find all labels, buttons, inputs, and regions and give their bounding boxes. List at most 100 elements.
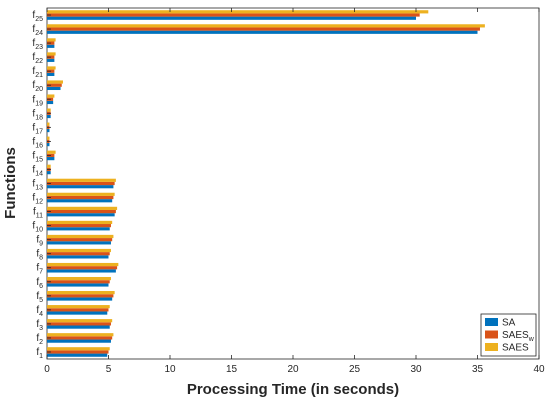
- y-tick-label: f8: [36, 249, 43, 262]
- bar-saes-f12: [47, 192, 115, 196]
- legend-swatch: [485, 330, 498, 339]
- bar-sa-f16: [47, 142, 50, 147]
- x-tick-label: 5: [106, 364, 112, 375]
- bar-saes-f23: [47, 38, 56, 42]
- y-tick-label: f21: [32, 66, 43, 79]
- bar-sa-f6: [47, 283, 109, 287]
- legend-swatch: [485, 318, 498, 326]
- bar-saesw-f11: [47, 209, 116, 214]
- y-tick-label: f1: [36, 347, 43, 360]
- y-tick-label: f7: [36, 263, 43, 276]
- y-tick-label: f16: [32, 136, 43, 149]
- bar-saes-f1: [47, 347, 110, 351]
- bar-sa-f7: [47, 269, 116, 273]
- y-tick-label: f12: [32, 193, 43, 206]
- bar-saesw-f6: [47, 280, 110, 284]
- y-tick-label: f22: [32, 52, 43, 65]
- legend-label: SAES: [502, 343, 529, 354]
- bar-saesw-f1: [47, 350, 109, 354]
- y-tick-label: f9: [36, 235, 43, 248]
- y-tick-label: f4: [36, 305, 43, 318]
- bar-saes-f19: [47, 94, 55, 98]
- x-tick-label: 25: [349, 364, 361, 375]
- bar-saes-f17: [47, 122, 50, 126]
- bar-saes-f18: [47, 108, 51, 112]
- bar-saesw-f7: [47, 266, 118, 270]
- bar-saesw-f24: [47, 27, 480, 31]
- x-tick-label: 30: [410, 364, 422, 375]
- bar-sa-f24: [47, 30, 478, 34]
- bar-sa-f17: [47, 128, 50, 133]
- bar-saes-f8: [47, 248, 111, 253]
- bar-sa-f22: [47, 58, 55, 62]
- bar-saes-f2: [47, 333, 114, 337]
- bar-saes-f10: [47, 220, 113, 225]
- x-tick-label: 20: [287, 364, 299, 375]
- bar-sa-f4: [47, 311, 108, 315]
- bar-saes-f9: [47, 234, 114, 239]
- legend-label: SA: [502, 318, 516, 329]
- y-tick-label: f2: [36, 333, 43, 346]
- y-tick-label: f14: [32, 164, 43, 177]
- x-tick-label: 35: [472, 364, 484, 375]
- bar-sa-f3: [47, 325, 110, 329]
- y-tick-label: f17: [32, 122, 43, 135]
- x-tick-label: 40: [533, 364, 545, 375]
- bar-sa-f13: [47, 185, 114, 189]
- bar-saes-f16: [47, 136, 50, 140]
- y-tick-label: f13: [32, 179, 43, 192]
- bar-sa-f9: [47, 241, 111, 245]
- bar-saesw-f13: [47, 181, 115, 186]
- y-tick-label: f3: [36, 319, 43, 332]
- bar-sa-f10: [47, 227, 110, 231]
- x-tick-label: 0: [44, 364, 50, 375]
- bar-saes-f6: [47, 276, 111, 281]
- y-tick-label: f18: [32, 108, 43, 121]
- bar-saesw-f5: [47, 294, 114, 298]
- bar-sa-f21: [47, 72, 55, 76]
- x-tick-label: 10: [164, 364, 176, 375]
- bar-saesw-f25: [47, 13, 420, 17]
- bar-sa-f2: [47, 339, 111, 343]
- bar-sa-f12: [47, 199, 113, 203]
- bar-saes-f11: [47, 206, 118, 210]
- y-axis: f1f2f3f4f5f6f7f8f9f10f11f12f13f14f15f16f…: [32, 10, 51, 360]
- legend-swatch: [485, 343, 498, 351]
- y-tick-label: f20: [32, 80, 43, 93]
- bar-sa-f5: [47, 297, 113, 301]
- bar-saes-f15: [47, 150, 56, 154]
- y-axis-title: Functions: [2, 147, 19, 219]
- bar-saes-f5: [47, 291, 115, 295]
- bar-saesw-f4: [47, 308, 109, 312]
- bar-saes-f3: [47, 319, 113, 323]
- legend-label: SAESw: [502, 330, 535, 343]
- y-tick-label: f15: [32, 150, 43, 163]
- bar-sa-f18: [47, 114, 51, 119]
- x-axis-title: Processing Time (in seconds): [187, 381, 399, 398]
- bar-saes-f20: [47, 80, 63, 84]
- bar-sa-f25: [47, 16, 416, 20]
- bar-saes-f21: [47, 66, 56, 70]
- bar-sa-f19: [47, 100, 54, 105]
- bar-saesw-f2: [47, 336, 113, 340]
- y-tick-label: f10: [32, 221, 43, 234]
- bar-saes-f13: [47, 178, 116, 182]
- plot-area: [46, 7, 540, 360]
- bar-sa-f15: [47, 157, 55, 161]
- bar-saesw-f12: [47, 195, 114, 200]
- x-tick-label: 15: [226, 364, 238, 375]
- bar-saes-f22: [47, 52, 56, 56]
- y-tick-label: f5: [36, 291, 43, 304]
- bar-sa-f23: [47, 44, 55, 48]
- bar-sa-f11: [47, 213, 115, 217]
- y-tick-label: f23: [32, 38, 43, 51]
- y-tick-label: f11: [33, 207, 43, 220]
- y-tick-label: f19: [32, 94, 43, 107]
- x-axis: 0 5 10 15 20 25 30 35 40: [44, 8, 545, 375]
- y-tick-label: f6: [36, 277, 43, 290]
- bar-sa-f14: [47, 171, 51, 175]
- bar-saesw-f20: [47, 83, 62, 87]
- bar-saes-f4: [47, 305, 110, 309]
